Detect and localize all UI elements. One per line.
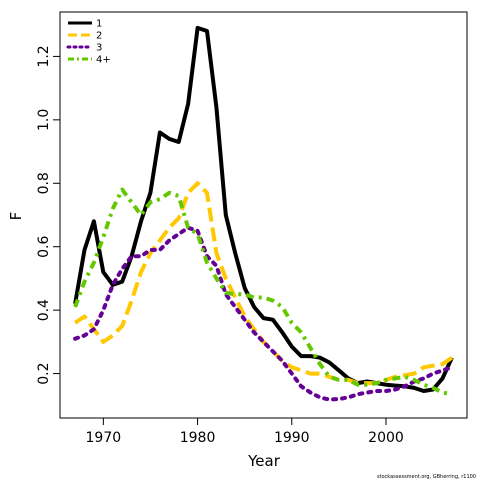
y-tick-label: 1.2 [36, 45, 52, 67]
y-axis-label: F [7, 212, 25, 221]
x-axis: 1970 1980 1990 2000 [86, 418, 404, 446]
x-axis-label: Year [247, 452, 281, 470]
y-tick-label: 0.8 [36, 172, 52, 194]
x-tick-label: 2000 [368, 430, 404, 446]
legend-label-3: 3 [96, 43, 102, 54]
legend-label-2: 2 [96, 31, 102, 42]
series-3-line [73, 225, 454, 402]
x-tick-label: 1980 [180, 430, 216, 446]
y-tick-label: 0.6 [36, 235, 52, 257]
x-tick-label: 1970 [86, 430, 122, 446]
series-2-line [73, 181, 454, 386]
legend-label-1: 1 [96, 19, 102, 30]
x-tick-label: 1990 [274, 430, 310, 446]
legend-label-4: 4+ [96, 55, 111, 66]
series-layer [73, 25, 454, 402]
y-tick-label: 1.0 [36, 109, 52, 131]
series-4-line [73, 187, 453, 397]
y-tick-label: 0.2 [36, 362, 52, 384]
y-tick-label: 0.4 [36, 299, 52, 321]
plot-frame [59, 11, 468, 419]
y-axis: 0.2 0.4 0.6 0.8 1.0 1.2 [36, 45, 60, 385]
credit-text: stockassessment.org, GBherring, r1100 [377, 474, 476, 480]
series-1-line [73, 25, 454, 393]
